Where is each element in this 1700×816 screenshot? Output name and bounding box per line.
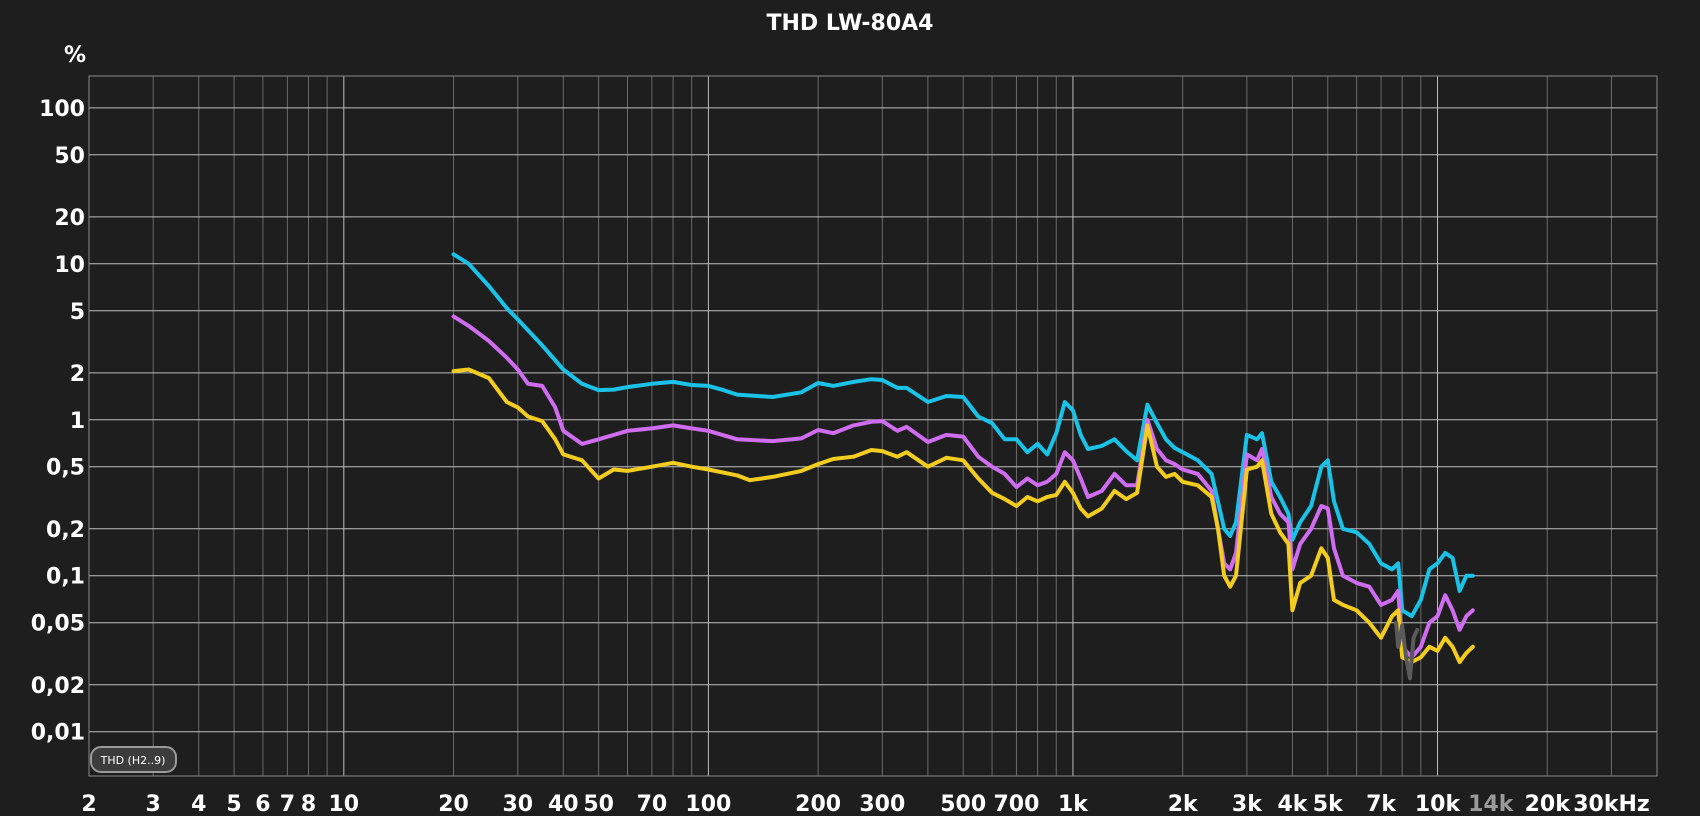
y-tick-label: 50 <box>54 144 85 169</box>
x-tick-label: 10k <box>1415 792 1462 816</box>
x-tick-label: 7 <box>280 792 295 816</box>
x-tick-label: 14k <box>1468 792 1515 816</box>
series-line-3 <box>451 367 1475 664</box>
x-tick-label: 70 <box>637 792 668 816</box>
x-tick-label: 4 <box>191 792 206 816</box>
x-tick-label: 700 <box>994 792 1040 816</box>
y-tick-label: 20 <box>54 206 85 231</box>
x-tick-label: 20 <box>438 792 469 816</box>
series-line-4 <box>1394 620 1420 681</box>
x-tick-label: 50 <box>583 792 614 816</box>
x-tick-label: 20k <box>1525 792 1572 816</box>
y-axis-unit: % <box>64 43 86 68</box>
y-axis-ticks: 100 50 20 10 5 2 1 0,5 0,2 0,1 0,05 0,02 0,01 <box>31 97 85 746</box>
series-line-2 <box>451 314 1475 660</box>
y-tick-label: 0,05 <box>31 612 85 637</box>
y-tick-label: 0,2 <box>46 518 85 543</box>
y-tick-label: 0,5 <box>46 456 85 481</box>
y-tick-label: 0,02 <box>31 674 85 699</box>
thd-badge-label: THD (H2..9) <box>100 754 166 767</box>
y-tick-label: 10 <box>54 253 85 278</box>
y-tick-label: 0,1 <box>46 565 85 590</box>
x-tick-label: 300 <box>859 792 905 816</box>
x-tick-label: 6 <box>255 792 270 816</box>
x-tick-label: 30kHz <box>1573 792 1649 816</box>
x-tick-label: 40 <box>548 792 579 816</box>
y-tick-label: 2 <box>70 362 85 387</box>
x-tick-label: 4k <box>1277 792 1308 816</box>
x-tick-label: 3 <box>146 792 161 816</box>
thd-badge-frame <box>90 746 177 773</box>
x-tick-label: 3k <box>1232 792 1263 816</box>
y-tick-label: 5 <box>70 300 85 325</box>
x-tick-label: 8 <box>301 792 316 816</box>
x-tick-label: 5k <box>1313 792 1344 816</box>
x-tick-label: 2k <box>1168 792 1199 816</box>
x-tick-label: 1k <box>1058 792 1089 816</box>
x-tick-label: 200 <box>795 792 841 816</box>
x-tick-label: 100 <box>685 792 731 816</box>
x-tick-label: 2 <box>81 792 96 816</box>
x-tick-label: 5 <box>226 792 241 816</box>
x-tick-label: 10 <box>329 792 360 816</box>
thd-badge: THD (H2..9) <box>90 746 177 773</box>
x-tick-label: 30 <box>502 792 533 816</box>
x-axis-ticks: 2 3 4 5 6 7 8 10 20 30 40 50 70 100 200 300 500 700 1k 2k 3k… <box>81 792 1649 816</box>
x-tick-label: 500 <box>940 792 986 816</box>
y-tick-label: 1 <box>70 409 85 434</box>
plot-border <box>88 75 1658 777</box>
x-tick-label: 7k <box>1366 792 1397 816</box>
series-lines <box>451 252 1475 681</box>
chart-title: THD LW-80A4 <box>766 11 933 36</box>
series-line-1 <box>451 252 1475 619</box>
y-tick-label: 100 <box>39 97 85 122</box>
y-tick-label: 0,01 <box>31 721 85 746</box>
